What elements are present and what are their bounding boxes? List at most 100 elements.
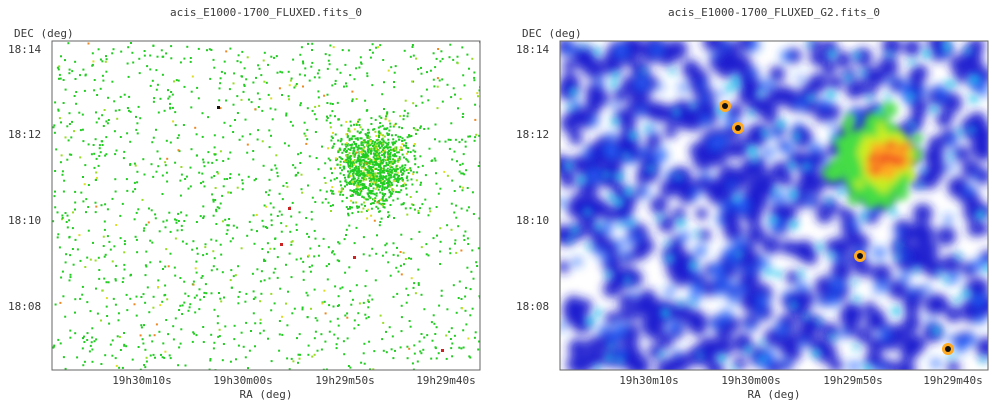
event-point	[368, 254, 371, 257]
event-point	[177, 79, 180, 82]
event-point	[469, 288, 472, 291]
event-point	[263, 204, 266, 207]
event-point	[374, 158, 377, 161]
event-point	[356, 130, 359, 133]
event-point	[353, 183, 355, 186]
blue-blob	[728, 181, 736, 189]
event-point	[71, 120, 73, 123]
blue-blob	[652, 154, 662, 164]
blue-blob	[757, 295, 768, 306]
event-point	[64, 88, 67, 91]
event-point	[367, 148, 370, 151]
event-point	[324, 162, 327, 165]
bright-event	[353, 256, 356, 259]
event-point	[331, 192, 333, 195]
event-point	[163, 356, 166, 359]
event-point	[308, 254, 311, 257]
blue-blob	[956, 345, 965, 355]
event-point	[323, 289, 326, 292]
event-point	[311, 109, 314, 112]
event-point	[328, 63, 331, 66]
event-point	[346, 135, 349, 138]
event-point	[362, 184, 365, 187]
blue-blob	[734, 332, 752, 350]
event-point	[100, 204, 103, 207]
blue-blob	[864, 84, 878, 97]
event-point	[367, 155, 370, 158]
event-point	[278, 320, 281, 322]
event-point	[225, 50, 228, 53]
event-point	[370, 207, 373, 210]
event-point	[148, 311, 151, 314]
event-point	[358, 66, 361, 69]
event-point	[412, 286, 415, 289]
event-point	[357, 147, 360, 150]
event-point	[105, 136, 108, 139]
event-point	[417, 166, 420, 169]
event-point	[151, 79, 154, 82]
cyan-blob	[567, 236, 574, 243]
event-point	[177, 149, 180, 152]
event-point	[353, 162, 355, 165]
event-point	[261, 140, 264, 143]
event-point	[304, 134, 307, 137]
event-point	[360, 190, 362, 193]
event-point	[115, 364, 118, 367]
event-point	[114, 190, 117, 193]
event-point	[285, 302, 287, 305]
cyan-blob	[609, 80, 619, 89]
event-point	[221, 271, 224, 274]
event-point	[366, 192, 369, 195]
event-point	[250, 228, 253, 231]
event-point	[201, 275, 204, 277]
event-point	[134, 188, 137, 191]
event-point	[135, 295, 138, 298]
cyan-blob	[731, 365, 738, 370]
event-point	[98, 144, 101, 147]
event-point	[64, 59, 66, 62]
event-point	[159, 97, 162, 100]
event-point	[416, 129, 419, 132]
event-point	[382, 150, 385, 153]
event-point	[383, 202, 386, 205]
event-point	[212, 198, 215, 201]
blue-blob	[721, 201, 731, 211]
event-point	[354, 192, 357, 195]
event-point	[310, 218, 313, 221]
blue-blob	[733, 356, 747, 370]
event-point	[389, 204, 392, 206]
event-point	[369, 368, 371, 370]
event-point	[166, 157, 169, 160]
cyan-blob	[944, 80, 953, 89]
blue-blob	[819, 100, 826, 107]
event-point	[372, 156, 375, 159]
event-point	[214, 187, 217, 189]
event-point	[219, 243, 222, 246]
event-point	[370, 192, 373, 195]
event-point	[358, 173, 361, 176]
event-point	[420, 246, 423, 249]
event-point	[428, 147, 431, 150]
green-blob	[880, 100, 898, 119]
event-point	[383, 108, 385, 110]
event-point	[381, 178, 384, 180]
event-point	[65, 253, 68, 256]
event-point	[392, 199, 395, 202]
event-point	[293, 86, 296, 89]
blue-blob	[663, 124, 678, 139]
event-point	[352, 169, 355, 171]
cyan-blob	[851, 279, 858, 286]
blue-blob	[901, 333, 924, 356]
blue-blob	[652, 45, 663, 55]
cyan-blob	[586, 242, 593, 250]
event-point	[266, 227, 269, 229]
event-point	[326, 115, 328, 118]
event-point	[58, 117, 61, 120]
event-point	[437, 352, 440, 355]
event-point	[342, 165, 345, 168]
event-point	[349, 206, 351, 208]
event-point	[89, 310, 92, 313]
event-point	[369, 177, 372, 180]
event-point	[313, 229, 316, 232]
event-point	[346, 153, 349, 156]
